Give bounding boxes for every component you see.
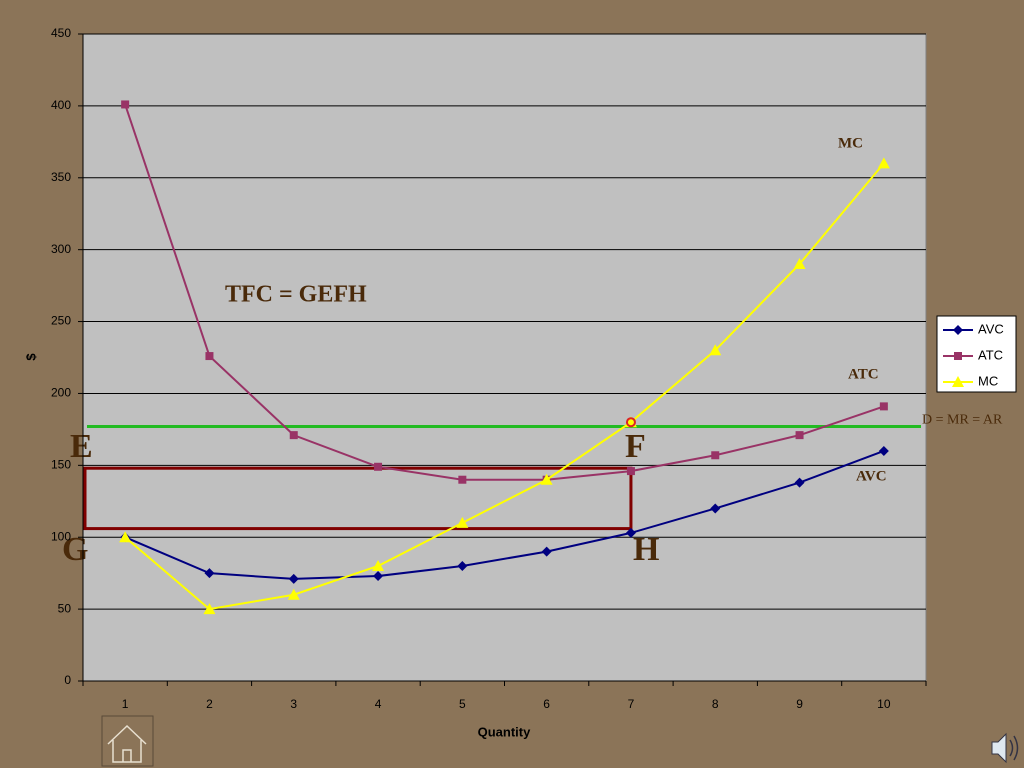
- x-tick-label: 1: [122, 697, 129, 711]
- point: [203, 603, 216, 615]
- point: [374, 462, 383, 471]
- point: [878, 445, 889, 456]
- point: [953, 325, 963, 335]
- y-tick-label: 200: [51, 386, 71, 400]
- x-tick-label: 10: [877, 697, 891, 711]
- point: [373, 571, 384, 582]
- point: [287, 588, 300, 600]
- x-tick-label: 9: [796, 697, 803, 711]
- point: [119, 531, 132, 543]
- annotation: ATC: [848, 366, 879, 382]
- home-icon: [107, 724, 147, 763]
- point: [793, 258, 806, 270]
- legend-label: AVC: [978, 321, 1004, 336]
- point: [372, 559, 385, 571]
- demand-label: D = MR = AR: [922, 413, 1003, 428]
- y-tick-label: 400: [51, 98, 71, 112]
- y-tick-label: 450: [51, 26, 71, 40]
- point: [289, 431, 298, 440]
- point: [711, 451, 720, 460]
- series-line: [124, 104, 885, 481]
- y-tick-label: 350: [51, 170, 71, 184]
- x-tick-label: 2: [206, 697, 213, 711]
- tfc-rectangle: [83, 466, 633, 531]
- point: [626, 467, 635, 476]
- point: [795, 431, 804, 440]
- x-tick-label: 6: [543, 697, 550, 711]
- x-tick-label: 5: [459, 697, 466, 711]
- legend-label: MC: [978, 373, 998, 388]
- point: [205, 352, 214, 361]
- series-line: [124, 162, 885, 611]
- annotation: E: [70, 428, 93, 465]
- annotation: F: [625, 428, 646, 465]
- point: [710, 503, 721, 514]
- x-tick-label: 8: [712, 697, 719, 711]
- point: [204, 568, 215, 579]
- x-tick-label: 4: [375, 697, 382, 711]
- annotation: AVC: [856, 468, 887, 484]
- point: [877, 157, 890, 169]
- y-tick-label: 100: [51, 529, 71, 543]
- point: [288, 573, 299, 584]
- point: [625, 527, 636, 538]
- point: [457, 560, 468, 571]
- legend: AVC ATC MC: [936, 315, 1017, 393]
- legend-box: [936, 315, 1017, 393]
- y-tick-label: 0: [64, 673, 71, 687]
- x-tick-label: 7: [628, 697, 635, 711]
- annotation: H: [633, 531, 659, 568]
- point: [952, 376, 964, 387]
- point: [456, 516, 469, 528]
- point: [794, 477, 805, 488]
- point: [541, 546, 552, 557]
- y-tick-label: 50: [58, 601, 72, 615]
- speaker-waves: [1009, 735, 1019, 761]
- series-line: [124, 450, 885, 580]
- point: [458, 475, 467, 484]
- y-tick-label: 300: [51, 242, 71, 256]
- y-tick-label: 150: [51, 458, 71, 472]
- point: [121, 100, 130, 109]
- speaker-icon: [991, 732, 1007, 764]
- home-button[interactable]: [101, 715, 154, 767]
- annotation: MC: [838, 135, 863, 151]
- highlight-point: [625, 417, 636, 428]
- x-tick-label: 3: [290, 697, 297, 711]
- y-tick-label: 250: [51, 314, 71, 328]
- annotation: TFC = GEFH: [225, 282, 367, 308]
- sound-button[interactable]: [991, 732, 1019, 764]
- point: [709, 344, 722, 356]
- point: [540, 473, 553, 485]
- y-axis-label: $: [23, 353, 38, 361]
- home-frame: [101, 715, 154, 767]
- point: [879, 402, 888, 411]
- point: [954, 352, 962, 360]
- x-axis-label: Quantity: [478, 724, 531, 739]
- legend-label: ATC: [978, 347, 1003, 362]
